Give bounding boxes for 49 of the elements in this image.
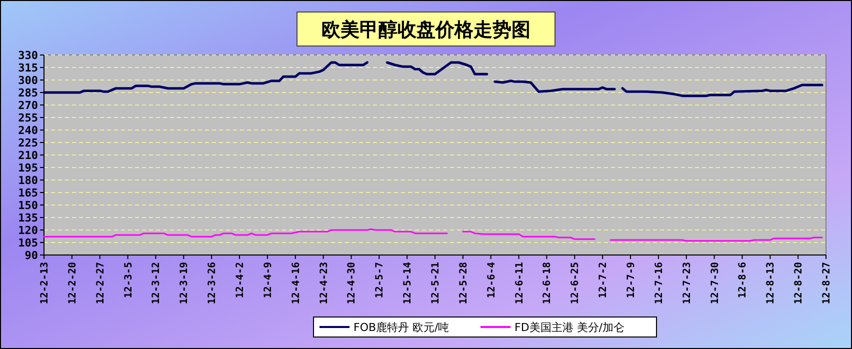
y-tick-label: 135 <box>18 211 38 224</box>
x-tick-label: 12-8-6 <box>738 262 749 298</box>
x-tick-label: 12-7-30 <box>710 262 721 304</box>
x-tick-label: 12-8-27 <box>822 262 832 304</box>
y-tick-label: 105 <box>18 236 38 250</box>
x-tick-label: 12-3-12 <box>151 262 162 304</box>
y-tick-label: 225 <box>18 136 38 150</box>
y-tick-label: 270 <box>18 98 38 112</box>
x-tick-label: 12-7-9 <box>626 262 637 298</box>
chart-title: 欧美甲醇收盘价格走势图 <box>322 19 530 41</box>
x-tick-label: 12-5-21 <box>430 262 442 304</box>
legend-label: FD美国主港 美分/加仑 <box>514 320 624 334</box>
x-tick-label: 12-4-23 <box>318 262 330 304</box>
x-tick-label: 12-5-28 <box>458 262 470 304</box>
y-tick-label: 300 <box>18 74 38 87</box>
x-tick-label: 12-4-16 <box>290 262 302 304</box>
y-tick-label: 195 <box>18 161 38 174</box>
y-tick-label: 165 <box>18 186 38 200</box>
x-tick-label: 12-7-2 <box>598 262 610 298</box>
x-tick-label: 12-8-20 <box>794 262 805 304</box>
x-tick-label: 12-6-18 <box>542 262 554 304</box>
x-tick-label: 12-4-2 <box>235 262 246 298</box>
x-tick-label: 12-3-19 <box>179 262 190 304</box>
x-tick-label: 12-6-25 <box>570 262 582 304</box>
y-tick-label: 315 <box>18 61 38 74</box>
x-tick-label: 12-5-7 <box>374 262 386 298</box>
x-tick-label: 12-6-11 <box>514 262 526 304</box>
y-tick-label: 330 <box>18 48 38 62</box>
x-tick-label: 12-8-13 <box>766 262 777 304</box>
x-tick-label: 12-2-20 <box>67 262 78 304</box>
y-tick-label: 150 <box>18 198 38 212</box>
y-tick-label: 255 <box>18 111 38 124</box>
x-tick-label: 12-3-26 <box>207 262 218 304</box>
x-tick-label: 12-4-9 <box>262 262 274 298</box>
x-tick-label: 12-7-16 <box>654 262 665 304</box>
x-tick-label: 12-3-5 <box>123 262 134 298</box>
x-tick-label: 12-5-14 <box>402 262 414 304</box>
x-tick-label: 12-2-13 <box>40 262 50 304</box>
x-tick-label: 12-2-27 <box>95 262 106 304</box>
y-tick-label: 180 <box>18 174 38 187</box>
legend-label: FOB鹿特丹 欧元/吨 <box>354 320 450 334</box>
x-tick-label: 12-6-4 <box>486 262 498 298</box>
x-tick-label: 12-4-30 <box>346 262 358 304</box>
y-tick-label: 240 <box>18 124 38 137</box>
y-tick-label: 120 <box>18 224 38 237</box>
x-tick-label: 12-7-23 <box>682 262 693 304</box>
y-tick-label: 90 <box>24 248 38 262</box>
y-tick-label: 210 <box>18 148 38 162</box>
y-tick-label: 285 <box>18 86 38 100</box>
